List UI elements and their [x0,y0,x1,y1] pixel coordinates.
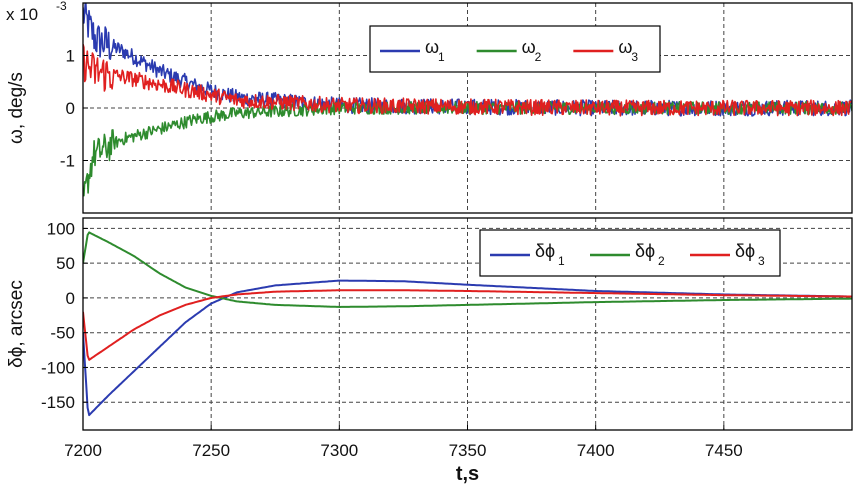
legend-subscript-2: 2 [535,50,542,64]
x-tick-label: 7250 [192,441,230,460]
legend-label-1: δϕ [535,241,555,261]
x-tick-label: 7200 [64,441,102,460]
x-axis-label: t,s [456,463,479,485]
series-line-3 [83,289,852,361]
legend: ω1 ω2 ω3 [369,25,661,73]
y-axis-label: ω, deg/s [6,72,27,144]
y-tick-label: 1 [66,47,75,66]
legend-label-1: ω [425,37,439,57]
y-tick-label: -1 [60,152,75,171]
y-tick-label: 50 [56,254,75,273]
x-tick-label: 7300 [320,441,358,460]
legend-subscript-3: 3 [758,254,765,268]
y-axis-label: δϕ, arcsec [6,280,27,368]
legend-label-2: ω [522,37,536,57]
legend-subscript-1: 1 [438,50,445,64]
legend-label-3: ω [618,37,632,57]
y-tick-label: -100 [41,358,75,377]
legend-subscript-3: 3 [631,50,638,64]
series-line-2 [83,231,852,308]
angle-error-panel: 100 50 0 -50 -100 -150 7200 7250 7300 7350 7400 745… [6,217,853,485]
x-tick-label: 7400 [577,441,615,460]
legend-label-2: δϕ [635,241,655,261]
legend-subscript-2: 2 [658,254,665,268]
y-scale-exponent: -3 [56,0,67,13]
x-tick-label: 7350 [449,441,487,460]
series-line-3 [83,43,852,117]
y-tick-label: 0 [66,99,75,118]
legend: δϕ 1 δϕ 2 δϕ 3 [479,229,781,277]
legend-label-3: δϕ [735,241,755,261]
y-tick-label: 100 [47,219,75,238]
y-tick-label: -50 [50,324,75,343]
y-scale-factor: x 10 [6,5,38,24]
legend-subscript-1: 1 [558,254,565,268]
y-tick-label: 0 [66,289,75,308]
angular-velocity-panel: 10-1ω, deg/sx 10 -3ω1 ω2 ω3 [6,0,853,214]
x-tick-label: 7450 [705,441,743,460]
y-tick-label: -150 [41,393,75,412]
